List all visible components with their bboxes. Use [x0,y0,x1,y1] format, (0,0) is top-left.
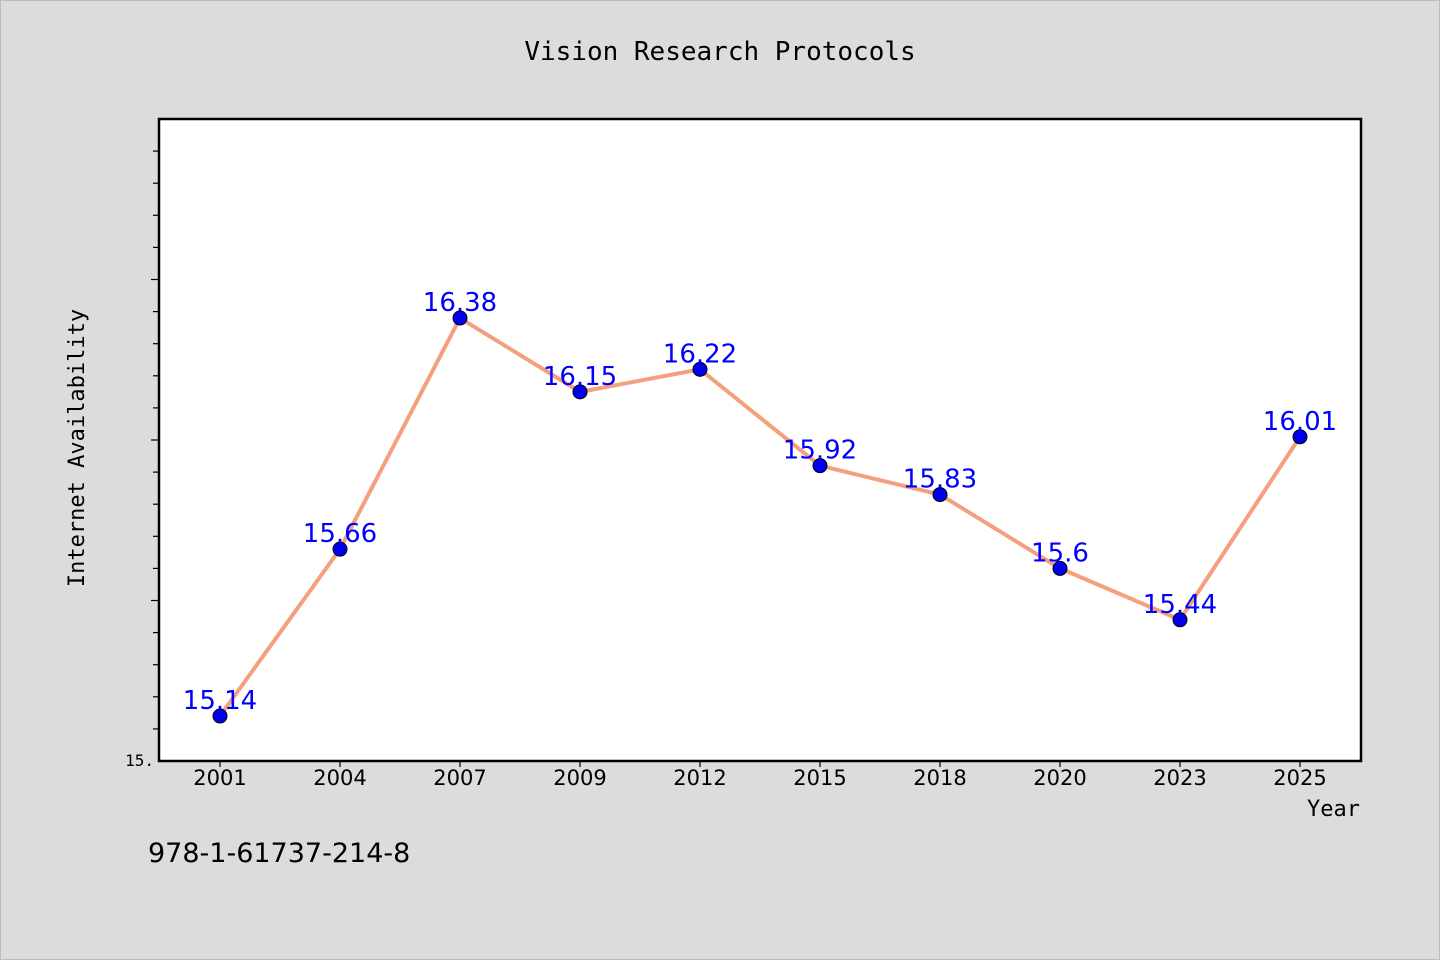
data-point [692,361,708,377]
x-tick-label: 2007 [433,766,486,790]
data-label: 16.15 [543,362,617,392]
y-axis-ticks [151,150,159,730]
x-tick-label: 2009 [553,766,606,790]
data-label: 15.92 [783,436,857,466]
data-label: 15.6 [1031,538,1089,568]
x-axis-ticks [219,761,1301,767]
x-tick-label: 2025 [1273,766,1326,790]
data-label: 15.14 [183,686,257,716]
data-point [1292,429,1308,445]
series-line [218,316,1302,719]
data-label: 16.38 [423,288,497,318]
data-label: 15.66 [303,519,377,549]
data-point [812,458,828,474]
data-label: 15.83 [903,465,977,495]
x-tick-label: 2015 [793,766,846,790]
data-label: 16.22 [663,339,737,369]
data-point [572,384,588,400]
x-axis-label: Year [1307,797,1360,822]
data-point [332,541,348,557]
data-point [452,310,468,326]
x-tick-label: 2018 [913,766,966,790]
data-label: 16.01 [1263,407,1337,437]
chart-title: Vision Research Protocols [524,37,915,67]
data-point [932,487,948,503]
y-axis-label: Internet Availability [65,309,90,587]
data-label: 15.44 [1143,590,1217,620]
series-line-group: 15.14 15.66 16.38 16.15 16.22 15.92 15.83 15.6 1… [183,288,1337,724]
data-point [212,708,228,724]
y-tick-label: 15. [125,751,154,770]
plot-area [157,117,1363,763]
x-tick-label: 2001 [193,766,246,790]
x-tick-label: 2004 [313,766,366,790]
x-tick-label: 2023 [1153,766,1206,790]
data-point [1172,612,1188,628]
footer-isbn: 978-1-61737-214-8 [148,838,410,869]
x-tick-label: 2020 [1033,766,1086,790]
x-axis-tick-labels: 2001 2004 2007 2009 2012 2015 2018 2020 2023 2025 [193,766,1326,790]
data-point [1052,560,1068,576]
x-tick-label: 2012 [673,766,726,790]
